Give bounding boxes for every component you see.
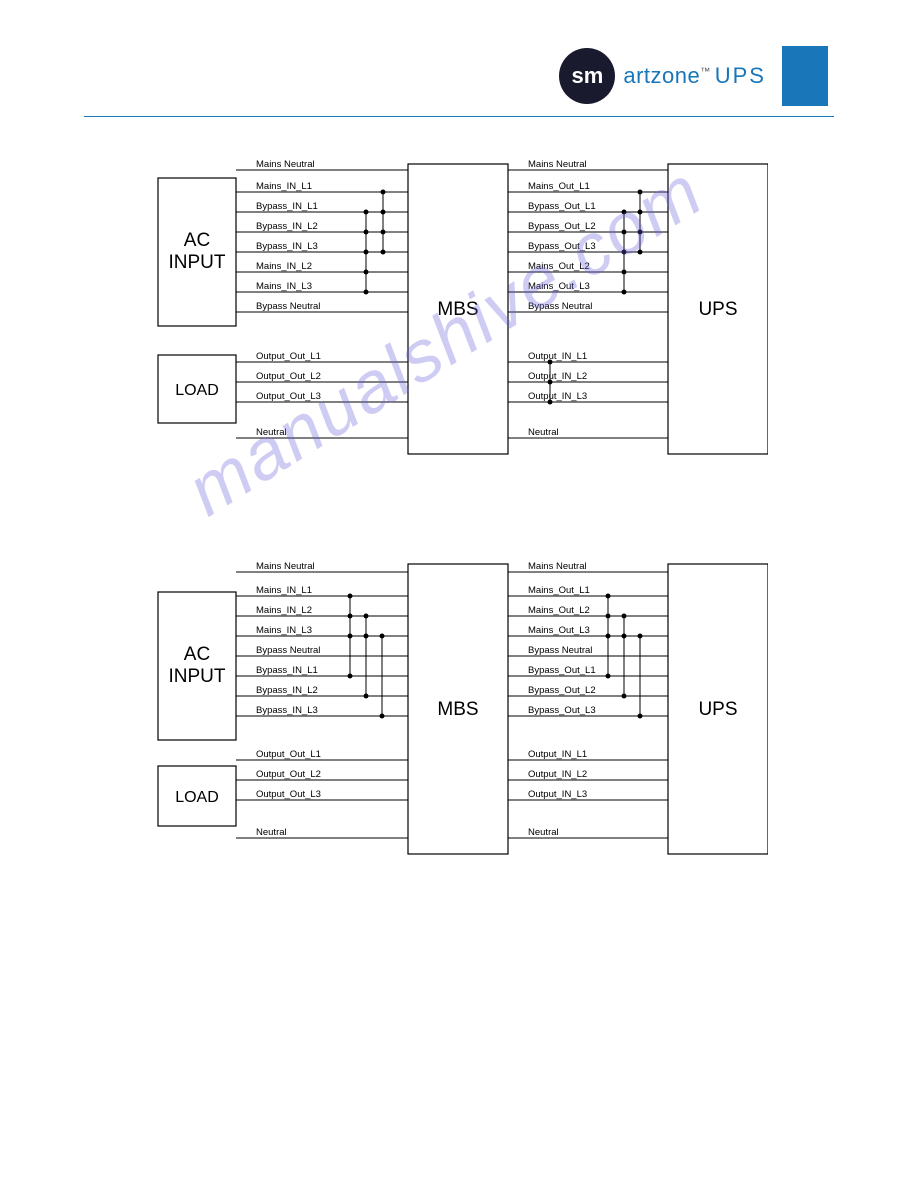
brand-text: artzone™ UPS bbox=[623, 63, 766, 89]
wire-label: Output_IN_L1 bbox=[528, 351, 587, 362]
wire-label: Output_IN_L3 bbox=[528, 789, 587, 800]
wire-label: Neutral bbox=[256, 827, 287, 838]
wire-label: Bypass_Out_L3 bbox=[528, 241, 596, 252]
svg-text:LOAD: LOAD bbox=[175, 789, 219, 806]
svg-text:UPS: UPS bbox=[698, 699, 737, 720]
wire-label: Bypass_IN_L3 bbox=[256, 705, 318, 716]
wire-label: Neutral bbox=[256, 427, 287, 438]
diagram-2: ACINPUT LOAD MBS UPS Mains Neutral Mains_IN_L… bbox=[148, 560, 768, 880]
wire-label: Output_Out_L1 bbox=[256, 749, 321, 760]
logo-sm: sm bbox=[571, 63, 603, 89]
wire-label: Mains_Out_L2 bbox=[528, 605, 590, 616]
wire-label: Output_IN_L1 bbox=[528, 749, 587, 760]
svg-text:LOAD: LOAD bbox=[175, 382, 219, 399]
wire-label: Output_Out_L3 bbox=[256, 391, 321, 402]
wire-label: Neutral bbox=[528, 827, 559, 838]
svg-text:INPUT: INPUT bbox=[169, 252, 226, 273]
brand-ups: UPS bbox=[715, 63, 766, 88]
wire-label: Mains_Out_L2 bbox=[528, 261, 590, 272]
wire-label: Mains_IN_L3 bbox=[256, 281, 312, 292]
page-header: sm artzone™ UPS bbox=[559, 46, 828, 106]
wire-label: Output_IN_L2 bbox=[528, 769, 587, 780]
diagram-1: ACINPUT LOAD MBS UPS Mains Neutral Mains_IN_L… bbox=[148, 160, 768, 480]
header-accent-block bbox=[782, 46, 828, 106]
wire-label: Bypass_IN_L3 bbox=[256, 241, 318, 252]
brand-name: artzone bbox=[623, 63, 700, 88]
svg-text:MBS: MBS bbox=[437, 699, 478, 720]
wire-label: Neutral bbox=[528, 427, 559, 438]
svg-text:INPUT: INPUT bbox=[169, 666, 226, 687]
header-rule bbox=[84, 116, 834, 117]
wire-label: Bypass_Out_L1 bbox=[528, 665, 596, 676]
svg-text:AC: AC bbox=[184, 644, 210, 665]
svg-text:AC: AC bbox=[184, 230, 210, 251]
wire-label: Mains_Out_L1 bbox=[528, 181, 590, 192]
wire-label: Output_Out_L3 bbox=[256, 789, 321, 800]
wire-label: Output_IN_L3 bbox=[528, 391, 587, 402]
brand-tm: ™ bbox=[700, 67, 711, 78]
svg-text:UPS: UPS bbox=[698, 299, 737, 320]
wire-label: Bypass_Out_L2 bbox=[528, 685, 596, 696]
wire-label: Output_Out_L1 bbox=[256, 351, 321, 362]
svg-text:MBS: MBS bbox=[437, 299, 478, 320]
wire-label: Mains_IN_L1 bbox=[256, 585, 312, 596]
wire-label: Bypass_Out_L1 bbox=[528, 201, 596, 212]
wire-label: Mains_Out_L3 bbox=[528, 625, 590, 636]
wire-label: Mains_IN_L3 bbox=[256, 625, 312, 636]
wire-label: Bypass Neutral bbox=[528, 301, 592, 312]
wire-label: Bypass Neutral bbox=[256, 301, 320, 312]
wire-label: Output_Out_L2 bbox=[256, 371, 321, 382]
wire-label: Output_Out_L2 bbox=[256, 769, 321, 780]
wire-label: Bypass_IN_L1 bbox=[256, 665, 318, 676]
wire-label: Bypass_IN_L2 bbox=[256, 685, 318, 696]
wire-label: Mains_Out_L1 bbox=[528, 585, 590, 596]
wire-label: Bypass_Out_L3 bbox=[528, 705, 596, 716]
wire-label: Bypass_IN_L1 bbox=[256, 201, 318, 212]
wire-label: Bypass Neutral bbox=[256, 645, 320, 656]
wire-label: Bypass_Out_L2 bbox=[528, 221, 596, 232]
wire-label: Mains Neutral bbox=[528, 561, 587, 572]
wire-label: Mains Neutral bbox=[528, 160, 587, 170]
wire-label: Mains_IN_L2 bbox=[256, 261, 312, 272]
wire-label: Mains_IN_L1 bbox=[256, 181, 312, 192]
wire-label: Bypass Neutral bbox=[528, 645, 592, 656]
wire-label: Mains_IN_L2 bbox=[256, 605, 312, 616]
wire-label: Bypass_IN_L2 bbox=[256, 221, 318, 232]
logo-circle-icon: sm bbox=[559, 48, 615, 104]
wire-label: Mains_Out_L3 bbox=[528, 281, 590, 292]
wire-label: Mains Neutral bbox=[256, 160, 315, 170]
wire-label: Mains Neutral bbox=[256, 561, 315, 572]
wire-label: Output_IN_L2 bbox=[528, 371, 587, 382]
